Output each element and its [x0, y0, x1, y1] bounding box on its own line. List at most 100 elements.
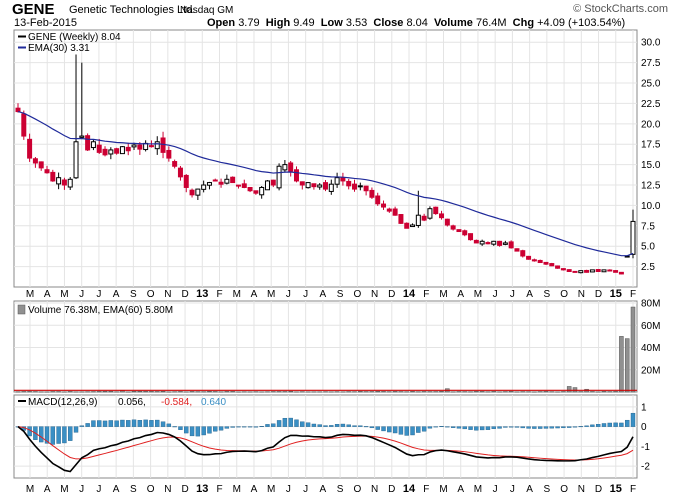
volume-bar [102, 390, 108, 393]
histogram-bar [526, 426, 531, 429]
volume-bar [21, 391, 27, 393]
histogram-bar [456, 426, 462, 429]
candle-body [404, 222, 410, 229]
x-tick-label: O [147, 484, 155, 495]
volume-bar [79, 391, 85, 393]
exchange-name: Nasdaq GM [180, 5, 234, 16]
x-tick-label: 13 [196, 288, 208, 300]
volume-bar [207, 390, 212, 393]
histogram-bar [543, 426, 549, 429]
x-tick-label: S [337, 484, 344, 495]
candle-body [154, 141, 160, 150]
histogram-bar [369, 426, 375, 429]
histogram-bar [27, 426, 32, 437]
candle-body [15, 107, 21, 113]
volume-bar [433, 391, 438, 393]
candle-body [555, 265, 561, 269]
candle-body [67, 178, 73, 188]
volume-bar [189, 391, 195, 393]
candle-body [131, 144, 137, 148]
volume-bar [15, 391, 21, 393]
x-tick-label: S [337, 289, 344, 300]
candle-body [543, 261, 549, 265]
candle-body [32, 158, 38, 164]
histogram-bar [276, 420, 282, 427]
candle-body [369, 189, 375, 198]
histogram-bar [131, 419, 137, 427]
candle-body [201, 184, 207, 190]
candle-body [224, 178, 230, 184]
histogram-bar [172, 426, 177, 428]
histogram-bar [619, 422, 624, 427]
candle-body [601, 269, 607, 273]
candle-body [264, 180, 270, 191]
x-tick-label: M [233, 484, 241, 495]
volume-bar [404, 391, 409, 393]
x-tick-label: M [474, 289, 482, 300]
histogram-bar [265, 424, 270, 427]
histogram-bar [474, 426, 479, 431]
volume-bar [44, 391, 50, 393]
histogram-bar [607, 422, 612, 427]
x-tick-label: O [147, 289, 155, 300]
histogram-bar [311, 423, 317, 427]
histogram-bar [178, 426, 183, 430]
volume-bar [497, 391, 502, 393]
x-tick-label: M [233, 289, 241, 300]
volume-bar [595, 391, 601, 393]
candle-body [549, 263, 555, 267]
volume-bar [329, 391, 334, 393]
x-tick-label: J [303, 484, 308, 495]
volume-bar [537, 391, 543, 393]
x-tick-label: M [474, 484, 482, 495]
histogram-bar [108, 420, 114, 427]
candle-body [578, 270, 584, 274]
volume-bar [108, 391, 114, 393]
volume-bar [143, 391, 148, 393]
open-value: 3.79 [238, 17, 260, 29]
ema-line [17, 111, 634, 257]
candle-body [119, 146, 125, 155]
histogram-bar [317, 424, 322, 427]
histogram-bar [91, 420, 96, 427]
y-tick-label: -2 [641, 462, 650, 473]
histogram-bar [44, 426, 50, 444]
x-tick-label: F [423, 484, 429, 495]
volume-bar [474, 391, 479, 393]
candle-body [259, 186, 265, 196]
candle-body [253, 190, 259, 194]
volume-bar [392, 391, 398, 393]
candle-body [102, 148, 108, 156]
histogram-bar [508, 426, 514, 428]
chg-label: Chg [512, 17, 535, 29]
x-tick-label: S [544, 289, 551, 300]
y-tick-label: 20M [641, 365, 660, 376]
candles [15, 54, 636, 275]
candle-body [311, 183, 317, 188]
volume-bar [358, 391, 363, 393]
volume-bar [154, 391, 160, 393]
x-tick-label: J [510, 484, 515, 495]
candle-body [293, 169, 299, 182]
candle-body [235, 184, 241, 187]
y-tick-label: 12.5 [641, 181, 661, 192]
volume-panel [13, 300, 638, 393]
histogram-bar [439, 426, 444, 428]
x-tick-label: O [353, 289, 361, 300]
x-tick-label: D [388, 289, 395, 300]
volume-bar [590, 391, 595, 393]
volume-bar [178, 391, 183, 393]
histogram-bar [578, 426, 583, 428]
x-tick-label: 14 [403, 483, 416, 495]
candle-body [96, 144, 102, 153]
candle-body [520, 250, 526, 257]
x-tick-label: A [526, 289, 533, 300]
volume-bar [276, 391, 282, 393]
candle-body [433, 206, 439, 215]
x-tick-label: F [630, 289, 636, 300]
candle-body [137, 144, 143, 150]
histogram-bar [549, 426, 554, 429]
histogram-bar [102, 420, 108, 427]
histogram-bar [305, 422, 311, 427]
volume-bar [387, 391, 392, 393]
